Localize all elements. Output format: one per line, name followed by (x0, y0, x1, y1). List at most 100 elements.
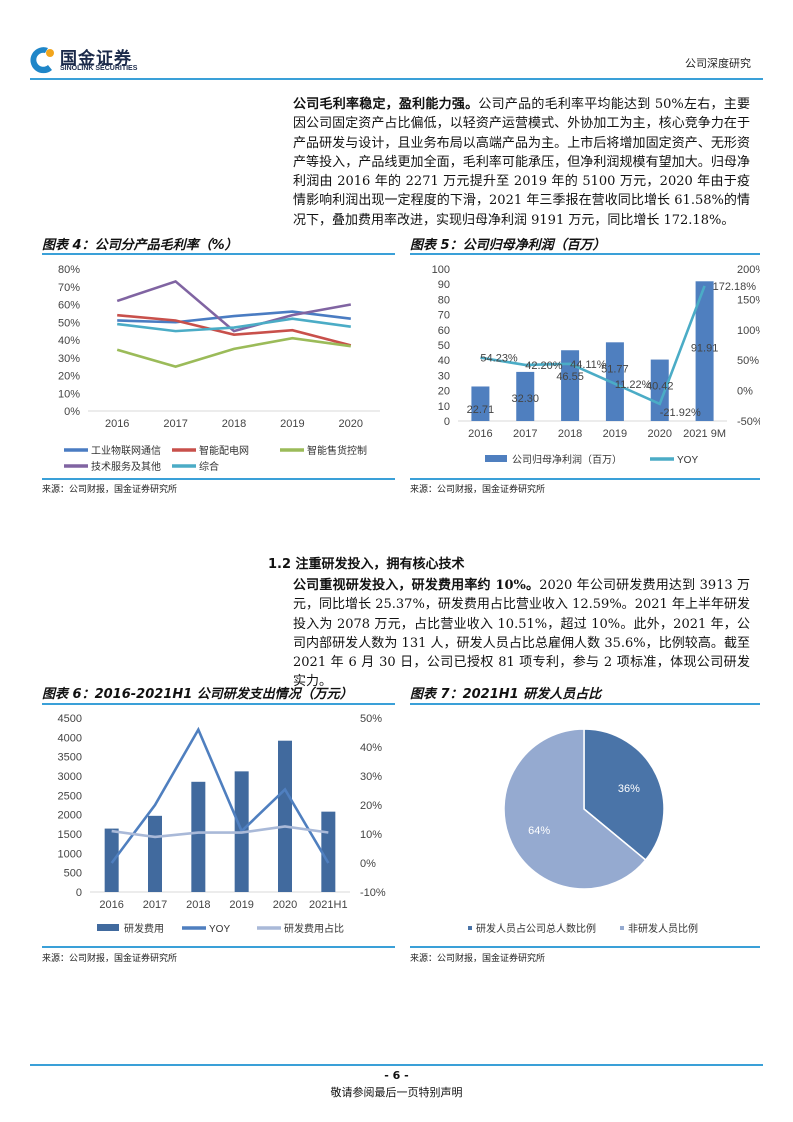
y-tick-label: 80% (58, 264, 80, 276)
x-tick-label: 2018 (186, 899, 210, 911)
paragraph-body: 公司产品的毛利率平均能达到 50%左右，主要因公司固定资产占比偏低，以轻资产运营… (293, 97, 750, 228)
y-tick-label: 20 (438, 386, 450, 398)
pie-data-label: 64% (528, 825, 550, 837)
y-tick-label: 50% (58, 317, 80, 329)
series-line (117, 317, 351, 333)
y2-tick-label: 50% (360, 713, 382, 725)
y2-tick-label: 10% (360, 829, 382, 841)
bar (278, 740, 292, 892)
pie-slice (503, 728, 647, 890)
x-tick-label: 2021H1 (309, 899, 348, 911)
legend-swatch (97, 924, 119, 931)
bar-data-label: 46.55 (556, 371, 584, 383)
y-tick-label: 0 (444, 416, 450, 428)
legend-swatch (620, 926, 624, 930)
bar-data-label: 32.30 (511, 393, 539, 405)
yoy-data-label: 44.11% (570, 359, 607, 371)
bar-data-label: 22.71 (467, 404, 495, 416)
y2-tick-label: 0% (360, 858, 376, 870)
x-tick-label: 2017 (513, 428, 537, 440)
x-tick-label: 2016 (468, 428, 492, 440)
y2-tick-label: -50% (737, 416, 760, 428)
y-tick-label: 10 (438, 401, 450, 413)
bar (650, 359, 669, 421)
logo-text-en: SINOLINK SECURITIES (60, 65, 138, 72)
series-line (116, 279, 352, 333)
pie-slice (583, 728, 665, 862)
chart4: 0% 10% 20% 30% 40% 50% 60% 70% 80% 2016 2017 2018 20… (58, 264, 380, 473)
y-tick-label: 3000 (58, 771, 82, 783)
y-tick-label: 100 (432, 264, 450, 276)
y-tick-label: 500 (64, 868, 82, 880)
bar (516, 371, 535, 421)
logo-text-cn: 国金证券 (60, 49, 132, 69)
paragraph-lead: 公司毛利率稳定，盈利能力强。 (293, 97, 479, 112)
chart7: 36% 64% 研发人员占公司总人数比例 非研发人员比例 (468, 728, 698, 935)
page-number: - 6 - (384, 1069, 409, 1082)
y-tick-label: 90 (438, 279, 450, 291)
legend-swatch (468, 926, 472, 930)
x-tick-label: 2019 (603, 428, 627, 440)
report-type: 公司深度研究 (685, 57, 751, 70)
legend-label: 研发费用占比 (284, 922, 344, 935)
divider (42, 253, 395, 255)
bar-data-label: 91.91 (691, 342, 719, 354)
x-tick-label: 2018 (558, 428, 582, 440)
legend-label: 公司归母净利润（百万） (512, 453, 622, 466)
yoy-data-label: 172.18% (713, 281, 757, 293)
disclaimer-note: 敬请参阅最后一页特别声明 (330, 1086, 463, 1099)
y-tick-label: 50 (438, 340, 450, 352)
y-tick-label: 3500 (58, 752, 82, 764)
y-tick-label: 1000 (58, 848, 82, 860)
paragraph-gross-margin: 公司毛利率稳定，盈利能力强。公司产品的毛利率平均能达到 50%左右，主要因公司固… (293, 95, 750, 230)
chart6-source: 来源：公司财报，国金证券研究所 (42, 954, 178, 964)
y2-tick-label: 20% (360, 800, 382, 812)
yoy-line (480, 285, 706, 406)
y-tick-label: 0 (76, 887, 82, 899)
x-tick-label: 2017 (163, 418, 187, 430)
bar (605, 342, 624, 421)
y-tick-label: 2000 (58, 810, 82, 822)
legend-label: 研发人员占公司总人数比例 (476, 922, 596, 935)
y-tick-label: 0% (64, 406, 80, 418)
yoy-data-label: -21.92% (660, 407, 701, 419)
x-tick-label: 2020 (339, 418, 363, 430)
bar-data-label: 51.77 (601, 363, 629, 375)
x-tick-label: 2020 (648, 428, 672, 440)
header-divider (30, 78, 763, 80)
logo (30, 44, 56, 74)
legend-label: 研发费用 (124, 922, 164, 935)
x-tick-label: 2020 (273, 899, 297, 911)
yoy-data-label: 42.20% (525, 360, 563, 372)
legend-swatch (485, 455, 507, 462)
legend-label: YOY (209, 924, 230, 935)
divider (410, 703, 760, 705)
y-tick-label: 60 (438, 325, 450, 337)
divider (42, 478, 395, 480)
y-tick-label: 60% (58, 300, 80, 312)
footer-divider (30, 1064, 763, 1066)
legend-label: 非研发人员比例 (628, 922, 698, 935)
legend-label: 智能售货控制 (307, 444, 367, 457)
yoy-data-label: 11.22% (615, 379, 652, 391)
legend-label: 智能配电网 (199, 444, 249, 457)
chart4-title: 图表 4：公司分产品毛利率（%） (42, 238, 238, 253)
paragraph-rnd: 公司重视研发投入，研发费用率约 10%。2020 年公司研发费用达到 3913 … (293, 576, 750, 692)
x-tick-label: 2019 (280, 418, 304, 430)
y-tick-label: 1500 (58, 829, 82, 841)
bar (148, 815, 162, 892)
chart5-source: 来源：公司财报，国金证券研究所 (410, 485, 546, 495)
paragraph-body: 2020 年公司研发费用达到 3913 万元，同比增长 25.37%，研发费用占… (293, 578, 750, 690)
y-tick-label: 30% (58, 353, 80, 365)
y2-tick-label: 40% (360, 742, 382, 754)
legend-label: 技术服务及其他 (91, 460, 161, 473)
y2-tick-label: 50% (737, 355, 759, 367)
y-tick-label: 20% (58, 371, 80, 383)
chart7-source: 来源：公司财报，国金证券研究所 (410, 954, 546, 964)
section-heading: 1.2 注重研发投入，拥有核心技术 (268, 557, 465, 572)
x-tick-label: 2018 (222, 418, 246, 430)
series-line (117, 313, 352, 347)
divider (410, 253, 760, 255)
legend-label: 工业物联网通信 (91, 444, 161, 457)
bar (471, 386, 490, 421)
